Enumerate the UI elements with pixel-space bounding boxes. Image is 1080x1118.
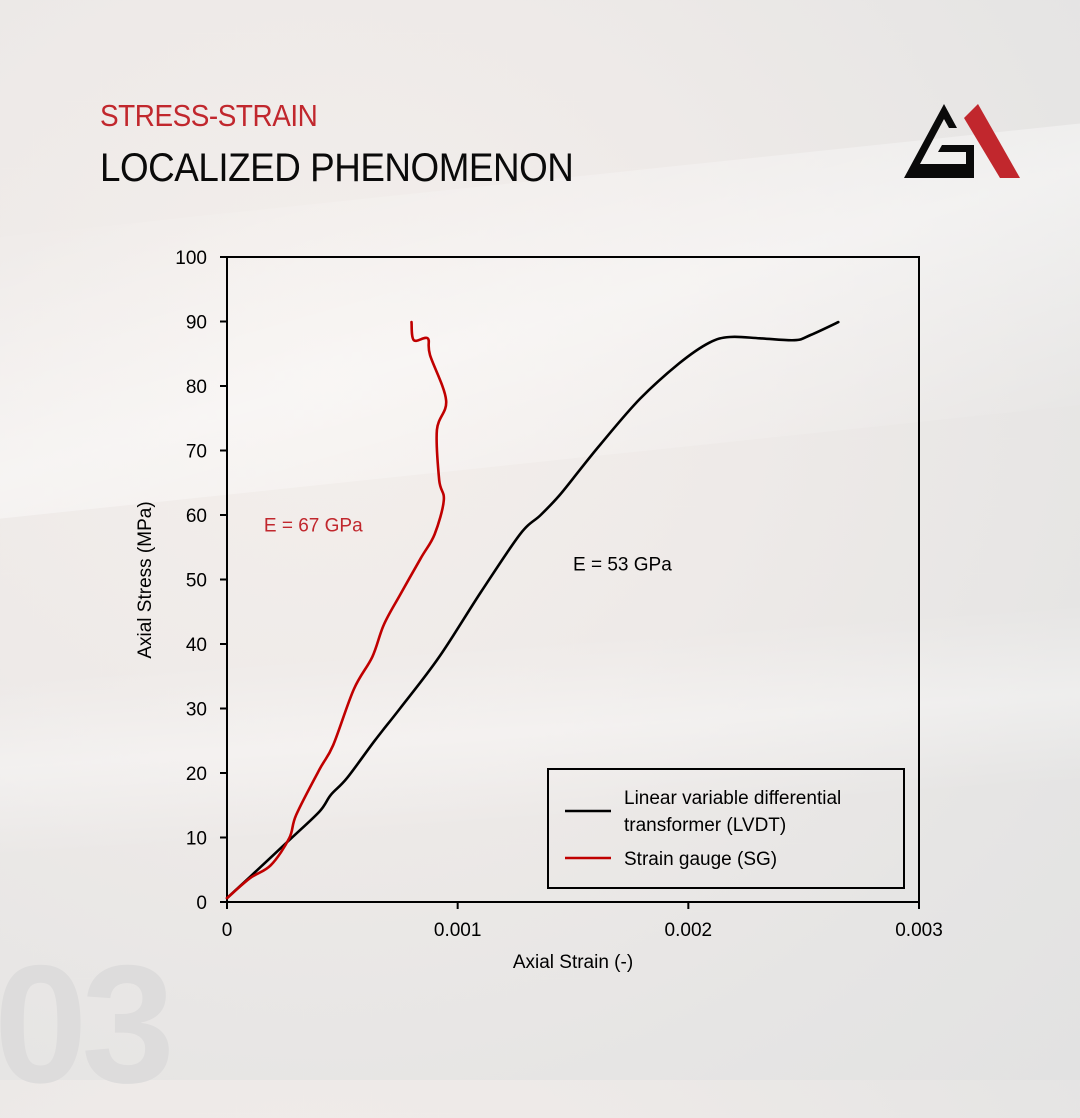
y-tick-label: 50 bbox=[186, 571, 207, 592]
legend-label-sg: Strain gauge (SG) bbox=[624, 849, 777, 870]
x-axis-title: Axial Strain (-) bbox=[513, 952, 633, 973]
x-tick-label: 0.001 bbox=[434, 920, 482, 941]
y-tick-label: 80 bbox=[186, 377, 207, 398]
y-tick-label: 70 bbox=[186, 442, 207, 463]
page-title: LOCALIZED PHENOMENON bbox=[100, 146, 574, 190]
y-tick-label: 30 bbox=[186, 700, 207, 721]
axis-ticks bbox=[220, 256, 920, 909]
x-tick-label: 0.003 bbox=[895, 920, 943, 941]
section-kicker: STRESS-STRAIN bbox=[100, 98, 318, 133]
sg-modulus-annotation: E = 67 GPa bbox=[264, 516, 363, 537]
legend: Linear variable differential transformer … bbox=[547, 768, 905, 889]
lvdt-modulus-annotation: E = 53 GPa bbox=[573, 554, 672, 575]
y-tick-label: 0 bbox=[196, 893, 207, 914]
x-tick-label: 0 bbox=[222, 920, 233, 941]
legend-box bbox=[547, 768, 905, 889]
y-tick-label: 10 bbox=[186, 829, 207, 850]
y-tick-label: 100 bbox=[175, 248, 207, 269]
series-layer bbox=[225, 320, 840, 900]
stress-strain-chart: 0 10 20 30 40 50 60 70 80 90 100 0 0.001 0.002 0.003 Ax… bbox=[135, 248, 943, 973]
annotations: E = 67 GPa E = 53 GPa bbox=[264, 516, 672, 576]
y-axis-title: Axial Stress (MPa) bbox=[135, 501, 156, 658]
ga-logo-icon bbox=[904, 104, 1020, 178]
axis-labels: 0 10 20 30 40 50 60 70 80 90 100 0 0.001 0.002 0.003 Ax… bbox=[135, 248, 943, 973]
legend-label-lvdt: transformer (LVDT) bbox=[624, 815, 786, 836]
lvdt-series-line bbox=[225, 320, 840, 900]
legend-label-lvdt: Linear variable differential bbox=[624, 788, 841, 809]
plot-frame bbox=[226, 256, 920, 903]
y-tick-label: 90 bbox=[186, 313, 207, 334]
y-tick-label: 40 bbox=[186, 635, 207, 656]
x-tick-label: 0.002 bbox=[665, 920, 713, 941]
sg-series-line bbox=[225, 320, 448, 900]
y-tick-label: 60 bbox=[186, 506, 207, 527]
y-tick-label: 20 bbox=[186, 764, 207, 785]
